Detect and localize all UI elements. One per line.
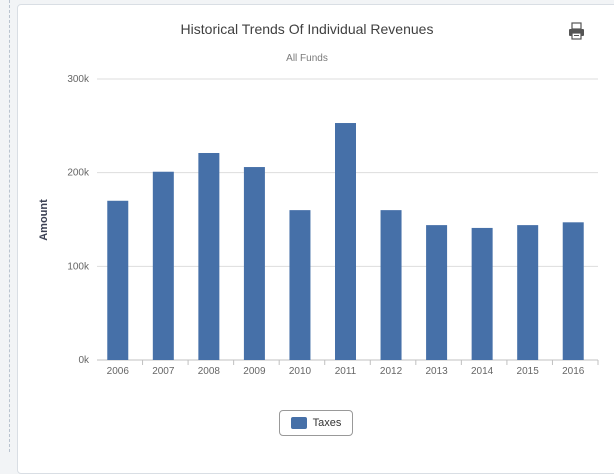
bar-2010[interactable] xyxy=(289,210,311,360)
y-tick-label: 200k xyxy=(67,168,90,179)
legend-swatch xyxy=(290,417,307,429)
chart-subtitle: All Funds xyxy=(286,53,328,64)
bar-chart-plot: 0k 100k 200k 300k 2006 2007 2008 2009 2010 2011 20… xyxy=(67,74,599,377)
bar-2011[interactable] xyxy=(335,123,356,360)
bar-2009[interactable] xyxy=(243,167,265,360)
x-tick-label: 2013 xyxy=(425,366,448,377)
bar-2008[interactable] xyxy=(198,152,220,360)
x-tick-label: 2007 xyxy=(152,366,175,377)
x-tick-label: 2015 xyxy=(517,366,540,377)
legend-label: Taxes xyxy=(312,417,342,429)
x-tick-label: 2010 xyxy=(289,366,312,377)
x-tick-label: 2011 xyxy=(335,366,357,377)
bar-2013[interactable] xyxy=(426,225,448,360)
y-tick-label: 300k xyxy=(67,74,90,85)
bar-2015[interactable] xyxy=(517,225,539,360)
bar-2007[interactable] xyxy=(152,171,174,360)
legend-item-taxes[interactable]: Taxes xyxy=(279,410,353,436)
y-tick-label: 0k xyxy=(78,355,90,366)
x-tick-label: 2008 xyxy=(198,366,221,377)
x-tick-label: 2014 xyxy=(471,366,494,377)
x-tick-label: 2016 xyxy=(562,366,585,377)
bar-2006[interactable] xyxy=(107,200,129,360)
bar-2014[interactable] xyxy=(471,227,493,360)
chart-title: Historical Trends Of Individual Revenues xyxy=(180,21,434,37)
page-border xyxy=(9,0,10,452)
x-tick-label: 2009 xyxy=(243,366,266,377)
x-tick-label: 2012 xyxy=(380,366,403,377)
printer-icon[interactable] xyxy=(568,22,585,40)
bar-2016[interactable] xyxy=(562,222,584,360)
bar-2012[interactable] xyxy=(380,210,402,360)
x-tick-label: 2006 xyxy=(107,366,130,377)
y-tick-label: 100k xyxy=(67,261,90,272)
